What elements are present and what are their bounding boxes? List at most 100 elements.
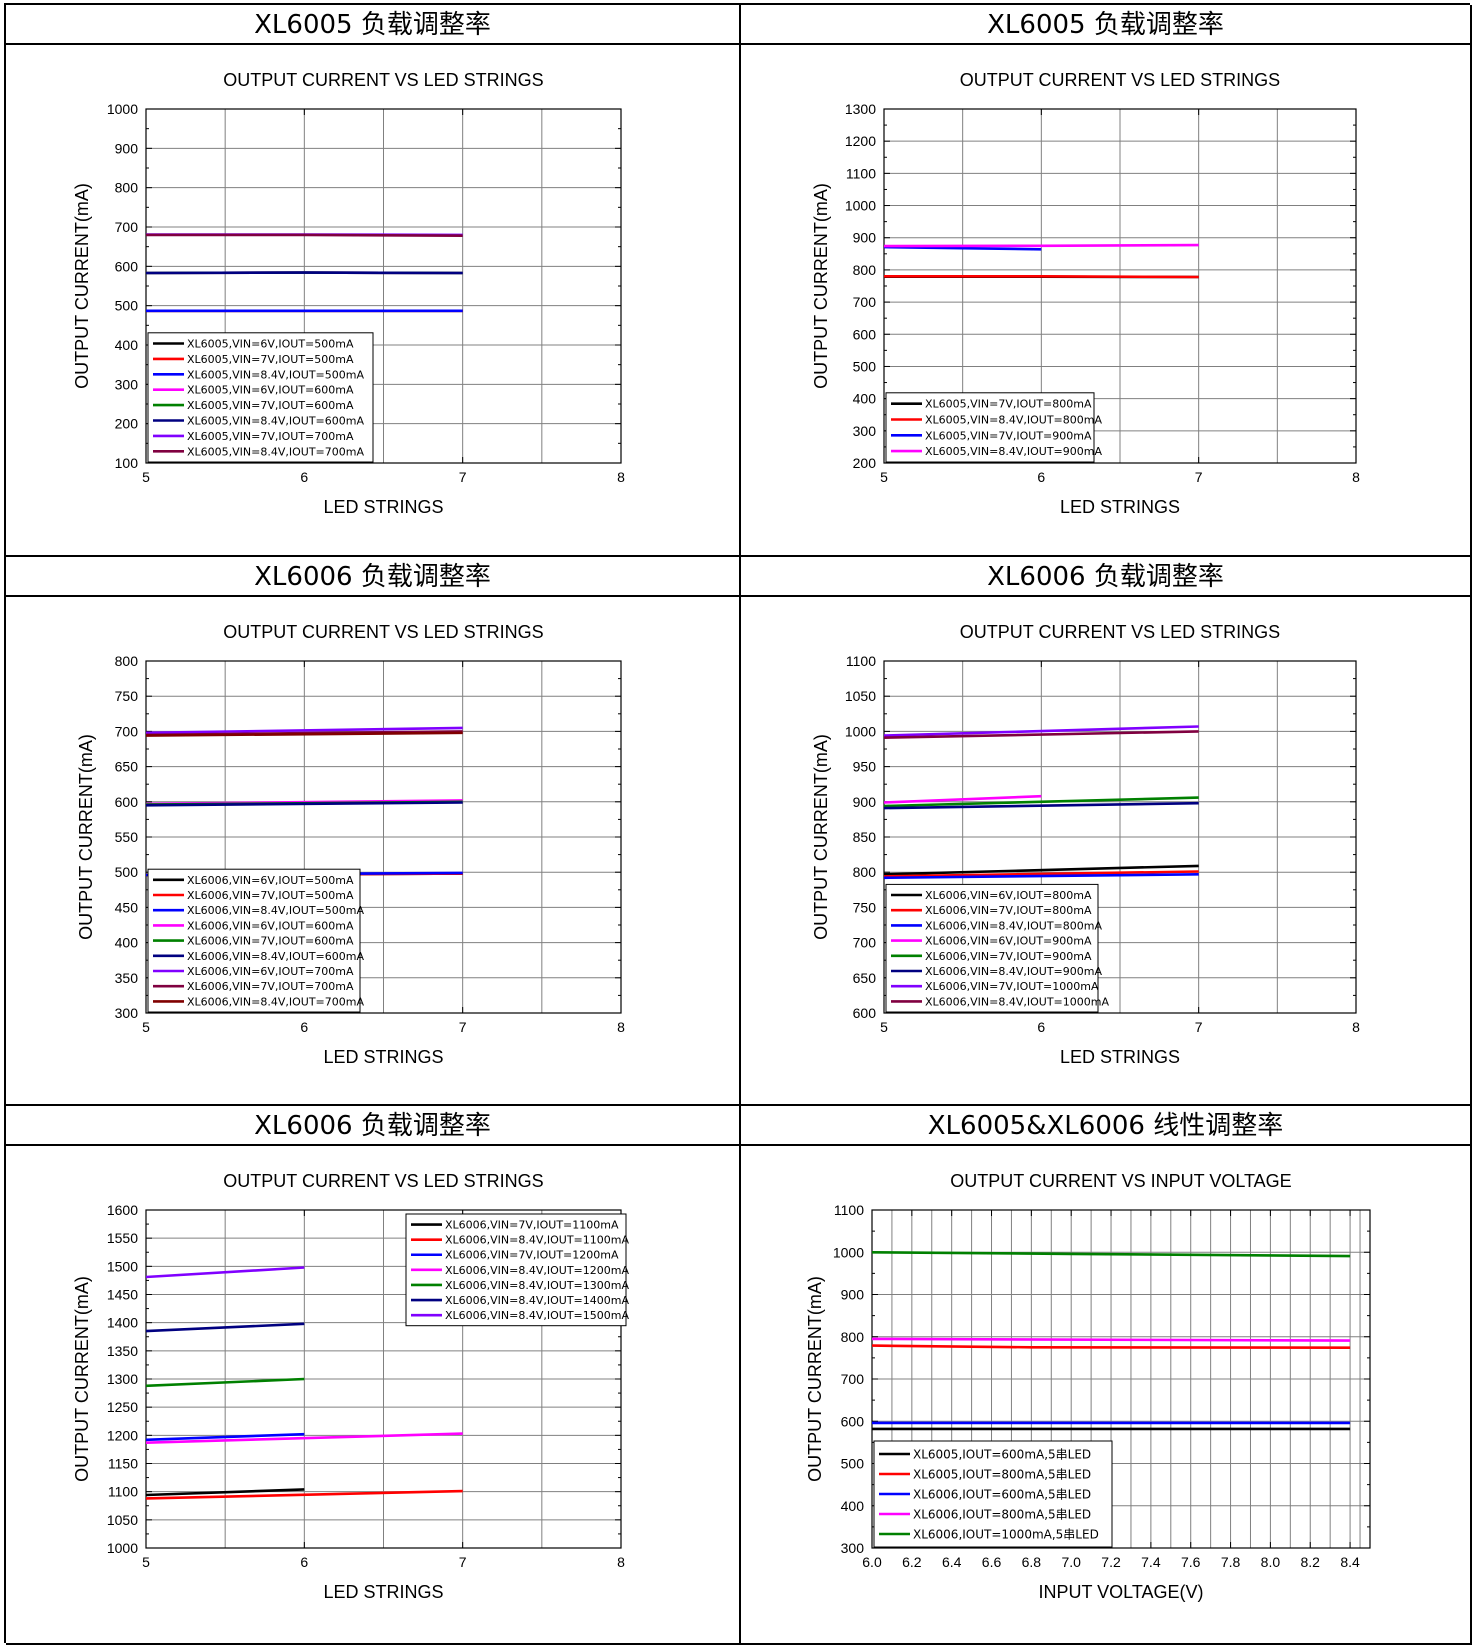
legend-box: [147, 332, 374, 463]
legend-label: XL6006,VIN=6V,IOUT=500mA: [187, 874, 354, 887]
x-tick-label: 6.6: [982, 1554, 1002, 1570]
legend-label: XL6006,VIN=7V,IOUT=600mA: [187, 935, 354, 948]
gridlines: [884, 109, 1356, 463]
legend-label: XL6006,VIN=7V,IOUT=1000mA: [925, 980, 1099, 993]
legend-label: XL6005,VIN=7V,IOUT=600mA: [187, 399, 354, 412]
y-tick-label: 1300: [107, 1371, 138, 1387]
panel-heading: XL6005 负载调整率: [6, 5, 739, 45]
x-tick-label: 8.4: [1340, 1554, 1360, 1570]
x-tick-label: 6.0: [862, 1554, 882, 1570]
chart-xl6006-load-b: OUTPUT CURRENT VS LED STRINGS60065070075…: [811, 622, 1360, 1067]
x-tick-label: 6: [1037, 469, 1045, 485]
y-tick-label: 1000: [845, 198, 876, 214]
legend: XL6005,VIN=7V,IOUT=800mA XL6005,VIN=8.4V,…: [885, 392, 1102, 463]
chart-xl6005-load-a: OUTPUT CURRENT VS LED STRINGS 100 200 300 40…: [72, 70, 625, 517]
legend-label: XL6006,VIN=6V,IOUT=600mA: [187, 919, 354, 932]
y-tick-label: 750: [853, 899, 877, 915]
y-tick-label: 200: [853, 455, 877, 471]
legend: XL6006,VIN=7V,IOUT=1100mA XL6006,VIN=8.4V…: [405, 1213, 629, 1327]
x-tick-label: 6.8: [1022, 1554, 1042, 1570]
y-axis-label: OUTPUT CURRENT(mA): [72, 1276, 92, 1482]
y-tick-label: 650: [853, 970, 877, 986]
series-line-8: [146, 233, 463, 237]
series-line-4: [871, 1337, 1351, 1342]
legend-box: [405, 1213, 627, 1327]
series-line-1: [883, 864, 1199, 876]
y-tick-label: 700: [853, 935, 877, 951]
series-line-2: [883, 870, 1199, 878]
y-tick-label: 600: [115, 794, 139, 810]
x-tick-label: 5: [880, 1019, 888, 1035]
legend-label: XL6005,IOUT=800mA,5串LED: [913, 1467, 1091, 1481]
x-tick-label: 6: [300, 1554, 308, 1570]
series-line-7: [883, 725, 1199, 737]
y-tick-label: 650: [115, 759, 139, 775]
legend-label: XL6006,VIN=7V,IOUT=500mA: [187, 889, 354, 902]
legend: XL6006,VIN=6V,IOUT=500mA XL6006,VIN=7V,IO…: [147, 868, 364, 1013]
y-tick-label: 800: [115, 653, 139, 669]
y-tick-label: 1300: [845, 101, 876, 117]
legend-box: [885, 883, 1099, 1013]
y-tick-label: 500: [841, 1456, 865, 1472]
legend-label: XL6006,VIN=8.4V,IOUT=800mA: [925, 919, 1102, 932]
legend-label: XL6006,VIN=8.4V,IOUT=1100mA: [445, 1234, 629, 1247]
legend-label: XL6006,VIN=8.4V,IOUT=1300mA: [445, 1279, 629, 1292]
x-tick-label: 8: [1352, 469, 1360, 485]
x-tick-label: 5: [142, 1554, 150, 1570]
x-tick-label: 8.0: [1261, 1554, 1281, 1570]
y-tick-label: 800: [853, 864, 877, 880]
y-tick-label: 1550: [107, 1230, 138, 1246]
y-tick-label: 500: [115, 298, 139, 314]
x-tick-label: 6: [1037, 1019, 1045, 1035]
series-line-1: [145, 1488, 305, 1497]
chart-grid: XL6005 负载调整率 OUTPUT CURRENT VS LED STRIN…: [4, 3, 1472, 1645]
legend-label: XL6006,VIN=8.4V,IOUT=900mA: [925, 965, 1102, 978]
series-line-6: [145, 1322, 305, 1333]
x-tick-label: 8: [617, 1554, 625, 1570]
y-tick-label: 100: [115, 455, 139, 471]
legend-label: XL6006,VIN=6V,IOUT=700mA: [187, 965, 354, 978]
x-tick-label: 6.4: [942, 1554, 962, 1570]
y-tick-label: 800: [853, 262, 877, 278]
panel-heading: XL6006 负载调整率: [6, 557, 739, 597]
y-tick-label: 700: [115, 219, 139, 235]
series-lines: [145, 233, 463, 313]
legend-label: XL6005,IOUT=600mA,5串LED: [913, 1447, 1091, 1461]
legend-label: XL6006,IOUT=800mA,5串LED: [913, 1507, 1091, 1521]
y-tick-label: 850: [853, 829, 877, 845]
series-lines: [883, 243, 1199, 279]
x-axis-label: INPUT VOLTAGE(V): [1038, 1582, 1203, 1602]
x-tick-label: 7.0: [1061, 1554, 1081, 1570]
y-tick-label: 350: [115, 970, 139, 986]
legend-label: XL6006,VIN=6V,IOUT=900mA: [925, 935, 1092, 948]
panel-heading: XL6005&XL6006 线性调整率: [741, 1106, 1470, 1146]
chart-title: OUTPUT CURRENT VS LED STRINGS: [223, 622, 543, 642]
legend-label: XL6005,VIN=7V,IOUT=800mA: [925, 398, 1092, 411]
x-tick-label: 8: [617, 1019, 625, 1035]
y-axis-label: OUTPUT CURRENT(mA): [76, 734, 96, 940]
y-tick-label: 1100: [108, 1484, 138, 1500]
y-tick-label: 1400: [107, 1315, 138, 1331]
legend-label: XL6005,VIN=6V,IOUT=500mA: [187, 337, 354, 350]
series-lines: [145, 1266, 463, 1500]
x-axis-label: LED STRINGS: [323, 1047, 443, 1067]
legend-label: XL6006,VIN=8.4V,IOUT=1000mA: [925, 995, 1109, 1008]
legend-label: XL6006,VIN=7V,IOUT=800mA: [925, 904, 1092, 917]
legend-label: XL6005,VIN=7V,IOUT=700mA: [187, 430, 354, 443]
x-tick-label: 7: [1195, 1019, 1203, 1035]
y-tick-label: 1150: [108, 1456, 138, 1472]
chart-xl6006-load-a: OUTPUT CURRENT VS LED STRINGS 300 350 400 45…: [76, 622, 625, 1067]
legend: XL6006,VIN=6V,IOUT=800mA XL6006,VIN=7V,IO…: [885, 883, 1109, 1013]
panel-xl6005-load-b: XL6005 负载调整率 OUTPUT CURRENT VS LED STRIN…: [741, 5, 1472, 557]
y-tick-label: 400: [115, 337, 139, 353]
x-axis-label: LED STRINGS: [323, 497, 443, 517]
y-tick-label: 400: [115, 935, 139, 951]
y-tick-label: 1000: [833, 1244, 864, 1260]
series-line-2: [871, 1344, 1351, 1349]
x-axis-label: LED STRINGS: [323, 1582, 443, 1602]
panel-xl6006-load-b: XL6006 负载调整率 OUTPUT CURRENT VS LED STRIN…: [741, 557, 1472, 1106]
legend: XL6005,VIN=6V,IOUT=500mA XL6005,VIN=7V,IO…: [147, 332, 374, 463]
x-tick-label: 7.8: [1221, 1554, 1241, 1570]
x-tick-label: 7: [459, 469, 467, 485]
series-line-3: [883, 245, 1042, 251]
